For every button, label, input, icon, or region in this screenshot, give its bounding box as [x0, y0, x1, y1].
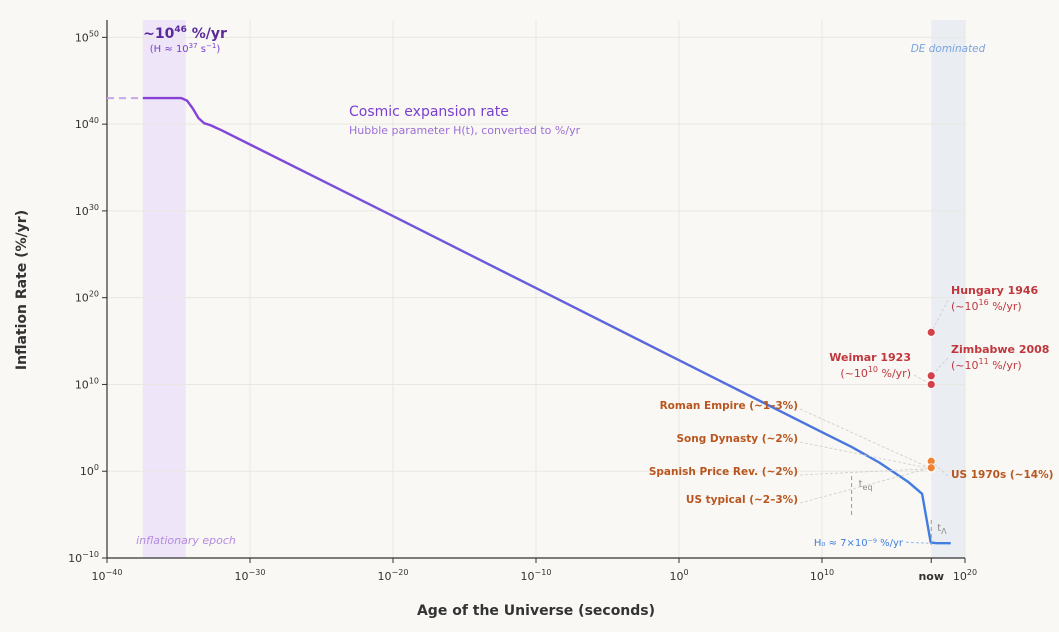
point-leader-line: [930, 299, 949, 333]
point-label-detail: (~1016 %/yr): [951, 298, 1022, 313]
hubble-curve: [142, 96, 951, 545]
point-leader-line: [799, 408, 932, 469]
point-label: Hungary 1946: [951, 284, 1039, 297]
point-marker: [926, 327, 936, 337]
y-tick-label: 10−10: [68, 550, 99, 565]
x-tick-label: 10−10: [521, 568, 552, 583]
x-tick-label: 10−20: [378, 568, 409, 583]
curve-layer: [107, 96, 951, 545]
point-leader-line: [930, 460, 949, 477]
point-label-detail: (~1011 %/yr): [951, 357, 1022, 372]
annotations-layer: ~1046 %/yr(H ≈ 1037 s−1) inflationary epo…: [136, 25, 986, 549]
y-tick-label: 1040: [75, 116, 99, 131]
y-tick-label: 1050: [75, 29, 99, 44]
x-tick-label: 1020: [953, 568, 977, 583]
h0-label: H₀ ≈ 7×10⁻⁹ %/yr: [814, 538, 904, 549]
chart-title: Cosmic expansion rate: [349, 104, 509, 120]
peak-rate-label: ~1046 %/yr: [143, 25, 227, 42]
band-dark-energy: [931, 20, 965, 558]
points-layer: Hungary 1946(~1016 %/yr)Zimbabwe 2008(~1…: [649, 284, 1054, 506]
bands-layer: [142, 20, 965, 558]
h0-leader-line: [905, 541, 929, 544]
point-label: Spanish Price Rev. (~2%): [649, 466, 798, 478]
y-axis-title: Inflation Rate (%/yr): [14, 210, 30, 370]
point-leader-line: [799, 468, 932, 476]
point-leader-line: [799, 441, 932, 470]
y-tick-label: 100: [80, 463, 99, 478]
y-tick-label: 1020: [75, 290, 99, 305]
point-label: Weimar 1923: [829, 351, 911, 364]
t-eq-label: teq: [859, 479, 873, 492]
point-label: Song Dynasty (~2%): [676, 433, 798, 445]
y-tick-label: 1010: [75, 376, 99, 391]
point-leader-line: [799, 467, 932, 504]
x-tick-label: 10−40: [92, 568, 123, 583]
y-tick-label: 1030: [75, 203, 99, 218]
x-tick-label-now: now: [918, 570, 944, 583]
point-label: US typical (~2–3%): [686, 494, 798, 506]
point-label: US 1970s (~14%): [951, 469, 1053, 481]
x-tick-label: 10−30: [235, 568, 266, 583]
x-tick-label: 100: [669, 568, 688, 583]
chart-subtitle: Hubble parameter H(t), converted to %/yr: [349, 124, 581, 137]
t-lambda-label: tΛ: [937, 523, 947, 536]
inflationary-epoch-label: inflationary epoch: [136, 534, 236, 547]
y-ticks: 10−10 100 1010 1020 1030 1040 1050: [68, 29, 107, 565]
point-marker: [926, 371, 936, 381]
point-label: Roman Empire (~1–3%): [660, 400, 798, 412]
de-dominated-label: DE dominated: [911, 43, 986, 55]
band-inflationary: [142, 20, 186, 558]
point-label-detail: (~1010 %/yr): [840, 365, 911, 380]
point-marker: [926, 380, 936, 389]
peak-hubble-label: (H ≈ 1037 s−1): [150, 42, 221, 55]
point-marker: [926, 463, 936, 473]
x-tick-label: 1010: [810, 568, 834, 583]
x-ticks: 10−40 10−30 10−20 10−10 100 1010 1020 now: [92, 558, 977, 583]
point-label: Zimbabwe 2008: [951, 343, 1049, 356]
x-axis-title: Age of the Universe (seconds): [417, 603, 655, 619]
